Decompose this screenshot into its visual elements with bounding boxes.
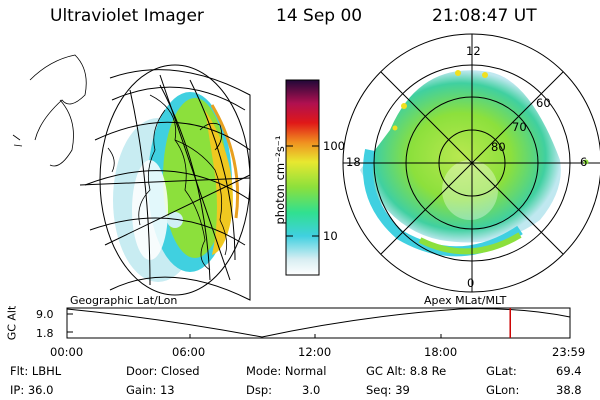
polar-aurora xyxy=(360,70,561,257)
info-door: Door: Closed xyxy=(126,364,200,378)
info-gc-alt: GC Alt: 8.8 Re xyxy=(366,364,447,378)
timeline-plot xyxy=(66,307,571,339)
timeline-ticks xyxy=(67,313,442,338)
instrument-title: Ultraviolet Imager xyxy=(50,6,204,26)
colorbar-tick-10: 10 xyxy=(323,229,338,243)
time-label: 21:08:47 UT xyxy=(432,6,537,26)
geographic-projection-label: Geographic Lat/Lon xyxy=(70,294,178,307)
info-ip: IP: 36.0 xyxy=(10,383,54,397)
timeline-xtick-1200: 12:00 xyxy=(298,345,332,359)
polar-grid xyxy=(342,33,600,293)
polar-plot xyxy=(342,33,600,293)
apex-projection-label: Apex MLat/MLT xyxy=(424,294,507,307)
info-glon-label: GLon: xyxy=(486,383,520,397)
timeline-xtick-0600: 06:00 xyxy=(172,345,206,359)
colorbar-ticks xyxy=(286,145,319,237)
timeline-ytick-9: 9.0 xyxy=(36,308,54,321)
timeline-ytick-1.8: 1.8 xyxy=(36,327,54,340)
timeline-xtick-0000: 00:00 xyxy=(50,345,84,359)
polar-dots xyxy=(392,70,589,165)
date-label: 14 Sep 00 xyxy=(276,6,363,26)
timeline-xtick-2359: 23:59 xyxy=(552,345,586,359)
colorbar-tick-100: 100 xyxy=(323,139,345,153)
colorbar-unit-label: photon cm⁻²s⁻¹ xyxy=(273,135,287,225)
info-glat-label: GLat: xyxy=(486,364,517,378)
lat-label-70: 70 xyxy=(512,120,527,134)
info-mode: Mode: Normal xyxy=(246,364,327,378)
info-gain: Gain: 13 xyxy=(126,383,175,397)
lat-label-80: 80 xyxy=(491,140,506,154)
mlt-label-0: 0 xyxy=(467,276,475,290)
geo-grid xyxy=(79,64,251,301)
info-flt: Flt: LBHL xyxy=(10,364,62,378)
info-glon-value: 38.8 xyxy=(556,383,582,397)
info-dsp-value: 3.0 xyxy=(302,383,321,397)
mlt-label-6: 6 xyxy=(580,155,588,169)
geographic-image xyxy=(12,54,251,301)
mlt-label-12: 12 xyxy=(466,44,481,58)
mlt-label-18: 18 xyxy=(346,155,361,169)
lat-label-60: 60 xyxy=(536,96,551,110)
geo-coastlines xyxy=(12,54,228,271)
timeline-xtick-1800: 18:00 xyxy=(424,345,458,359)
colorbar-gradient xyxy=(285,79,320,276)
info-seq: Seq: 39 xyxy=(366,383,410,397)
info-dsp-label: Dsp: xyxy=(246,383,273,397)
info-glat-value: 69.4 xyxy=(556,364,582,378)
timeline-ylabel: GC Alt xyxy=(5,305,19,341)
